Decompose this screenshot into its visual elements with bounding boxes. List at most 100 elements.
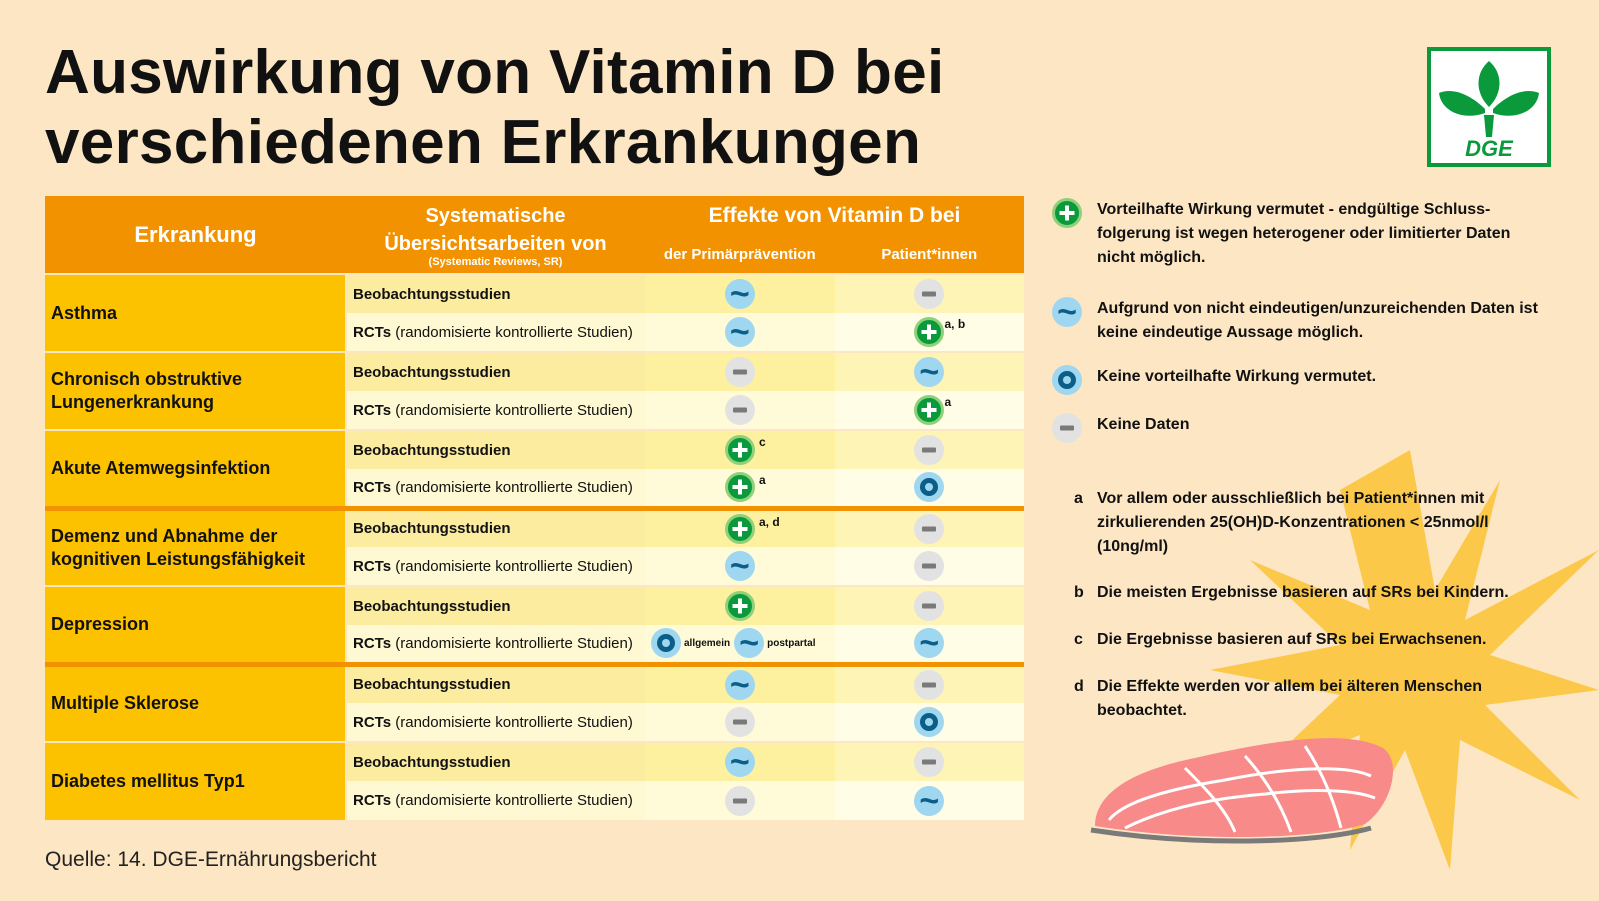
effect-cell: a — [645, 469, 835, 508]
label-allgemein: allgemein — [684, 637, 731, 649]
minus-icon — [914, 513, 945, 544]
header-sys-line1: Systematische — [425, 204, 566, 227]
disease-label: Depression — [45, 585, 346, 664]
effect-cell — [834, 469, 1024, 508]
effect-cell: ~ — [645, 661, 835, 703]
effect-cell: ~ — [645, 741, 835, 781]
effect-cell — [834, 547, 1024, 586]
plus-icon — [724, 472, 755, 503]
study-type-obs: Beobachtungsstudien — [345, 661, 645, 703]
disease-label: Akute Atemwegsinfektion — [45, 429, 346, 508]
effect-cell — [645, 351, 835, 391]
minus-icon — [1052, 413, 1082, 443]
label-postpartal: postpartal — [767, 637, 816, 649]
tilde-icon: ~ — [724, 315, 755, 349]
tilde-icon: ~ — [914, 626, 945, 660]
plus-icon — [724, 513, 755, 544]
footnote-key: c — [1074, 631, 1083, 648]
header-patients: Patient*innen — [834, 236, 1024, 274]
tilde-icon: ~ — [914, 784, 945, 818]
header-primary-prevention: der Primärprävention — [645, 236, 835, 274]
footnote-marker: a — [759, 473, 766, 487]
footnote-marker: a, b — [944, 317, 966, 331]
effect-cell — [834, 505, 1024, 547]
minus-icon — [914, 551, 945, 581]
effect-cell: ~ — [834, 781, 1024, 820]
title-line-1: Auswirkung von Vitamin D bei — [45, 38, 945, 107]
circle-icon — [1052, 365, 1082, 395]
footnote-key: a — [1074, 490, 1083, 507]
legend-text: Vorteilhafte Wirkung vermutet - endgülti… — [1097, 201, 1511, 266]
tilde-icon: ~ — [724, 745, 755, 779]
study-type-obs: Beobachtungsstudien — [345, 741, 645, 781]
study-type-obs: Beobachtungsstudien — [345, 351, 645, 391]
vitamin-d-table: Erkrankung Systematische Übersichtsarbei… — [45, 196, 1024, 820]
tilde-icon: ~ — [724, 549, 755, 583]
footnote-text: Vor allem oder ausschließlich bei Patien… — [1097, 490, 1489, 555]
minus-icon — [724, 785, 755, 816]
effect-cell — [834, 429, 1024, 469]
tilde-icon: ~ — [1052, 295, 1082, 329]
disease-label: Demenz und Abnahme der kognitiven Leistu… — [45, 505, 346, 586]
effect-cell: a, b — [834, 313, 1024, 352]
footnote-marker: a — [944, 395, 952, 409]
effect-cell: a — [834, 391, 1024, 430]
plus-icon — [724, 591, 755, 621]
header-effekte: Effekte von Vitamin D bei — [645, 196, 1024, 236]
study-type-rct: RCTs (randomisierte kontrollierte Studie… — [345, 547, 645, 586]
header-systematic-reviews: Systematische Übersichtsarbeiten von (Sy… — [346, 196, 645, 274]
header-erkrankung: Erkrankung — [45, 196, 346, 274]
salmon-illustration — [1090, 738, 1394, 844]
header-sys-line2: Übersichtsarbeiten von — [384, 232, 607, 255]
effect-cell — [645, 391, 835, 430]
minus-icon — [914, 435, 945, 465]
tilde-icon: ~ — [724, 277, 755, 311]
minus-icon — [914, 747, 945, 777]
legend-text: Keine vorteilhafte Wirkung vermutet. — [1097, 368, 1377, 385]
minus-icon — [724, 707, 755, 737]
logo-text: DGE — [1465, 136, 1513, 161]
footnote-text: Die meisten Ergebnisse basieren auf SRs … — [1097, 584, 1509, 601]
effect-cell — [645, 703, 835, 742]
source-note: Quelle: 14. DGE-Ernährungsbericht — [45, 848, 377, 871]
effect-cell — [834, 741, 1024, 781]
dge-logo: DGE — [1427, 47, 1551, 167]
effect-cell — [645, 781, 835, 820]
disease-label: Asthma — [45, 273, 346, 352]
study-type-rct: RCTs (randomisierte kontrollierte Studie… — [345, 781, 645, 820]
footnote-key: d — [1074, 678, 1084, 695]
minus-icon — [724, 357, 755, 387]
effect-cell: ~ — [834, 625, 1024, 664]
sun-illustration — [1210, 450, 1599, 870]
circle-icon — [914, 707, 945, 737]
study-type-obs: Beobachtungsstudien — [345, 585, 645, 625]
tilde-icon: ~ — [734, 626, 765, 660]
effect-cell — [645, 585, 835, 625]
effect-cell: c — [645, 429, 835, 469]
minus-icon — [914, 591, 945, 621]
circle-icon — [651, 628, 681, 659]
header-sys-small: (Systematic Reviews, SR) — [428, 255, 563, 268]
disease-label: Multiple Sklerose — [45, 661, 346, 742]
tilde-icon: ~ — [724, 668, 755, 702]
effect-cell — [834, 661, 1024, 703]
effect-cell: ~ — [834, 351, 1024, 391]
effect-cell — [834, 585, 1024, 625]
plus-icon — [724, 435, 755, 465]
study-type-rct: RCTs (randomisierte kontrollierte Studie… — [345, 313, 645, 352]
plus-icon — [1052, 198, 1082, 228]
study-type-obs: Beobachtungsstudien — [345, 273, 645, 313]
footnote-marker: c — [759, 435, 766, 449]
plus-icon — [914, 317, 945, 347]
study-type-rct: RCTs (randomisierte kontrollierte Studie… — [345, 391, 645, 430]
footnote-marker: a, d — [759, 514, 780, 529]
study-type-rct: RCTs (randomisierte kontrollierte Studie… — [345, 625, 645, 664]
study-type-rct: RCTs (randomisierte kontrollierte Studie… — [345, 703, 645, 742]
circle-icon — [914, 472, 945, 503]
effect-cell: ~ — [645, 547, 835, 586]
footnote-text: Die Effekte werden vor allem bei älteren… — [1097, 678, 1483, 719]
effect-cell — [834, 703, 1024, 742]
minus-icon — [724, 395, 755, 425]
effect-cell: ~ — [645, 313, 835, 352]
disease-label: Diabetes mellitus Typ1 — [45, 741, 346, 820]
